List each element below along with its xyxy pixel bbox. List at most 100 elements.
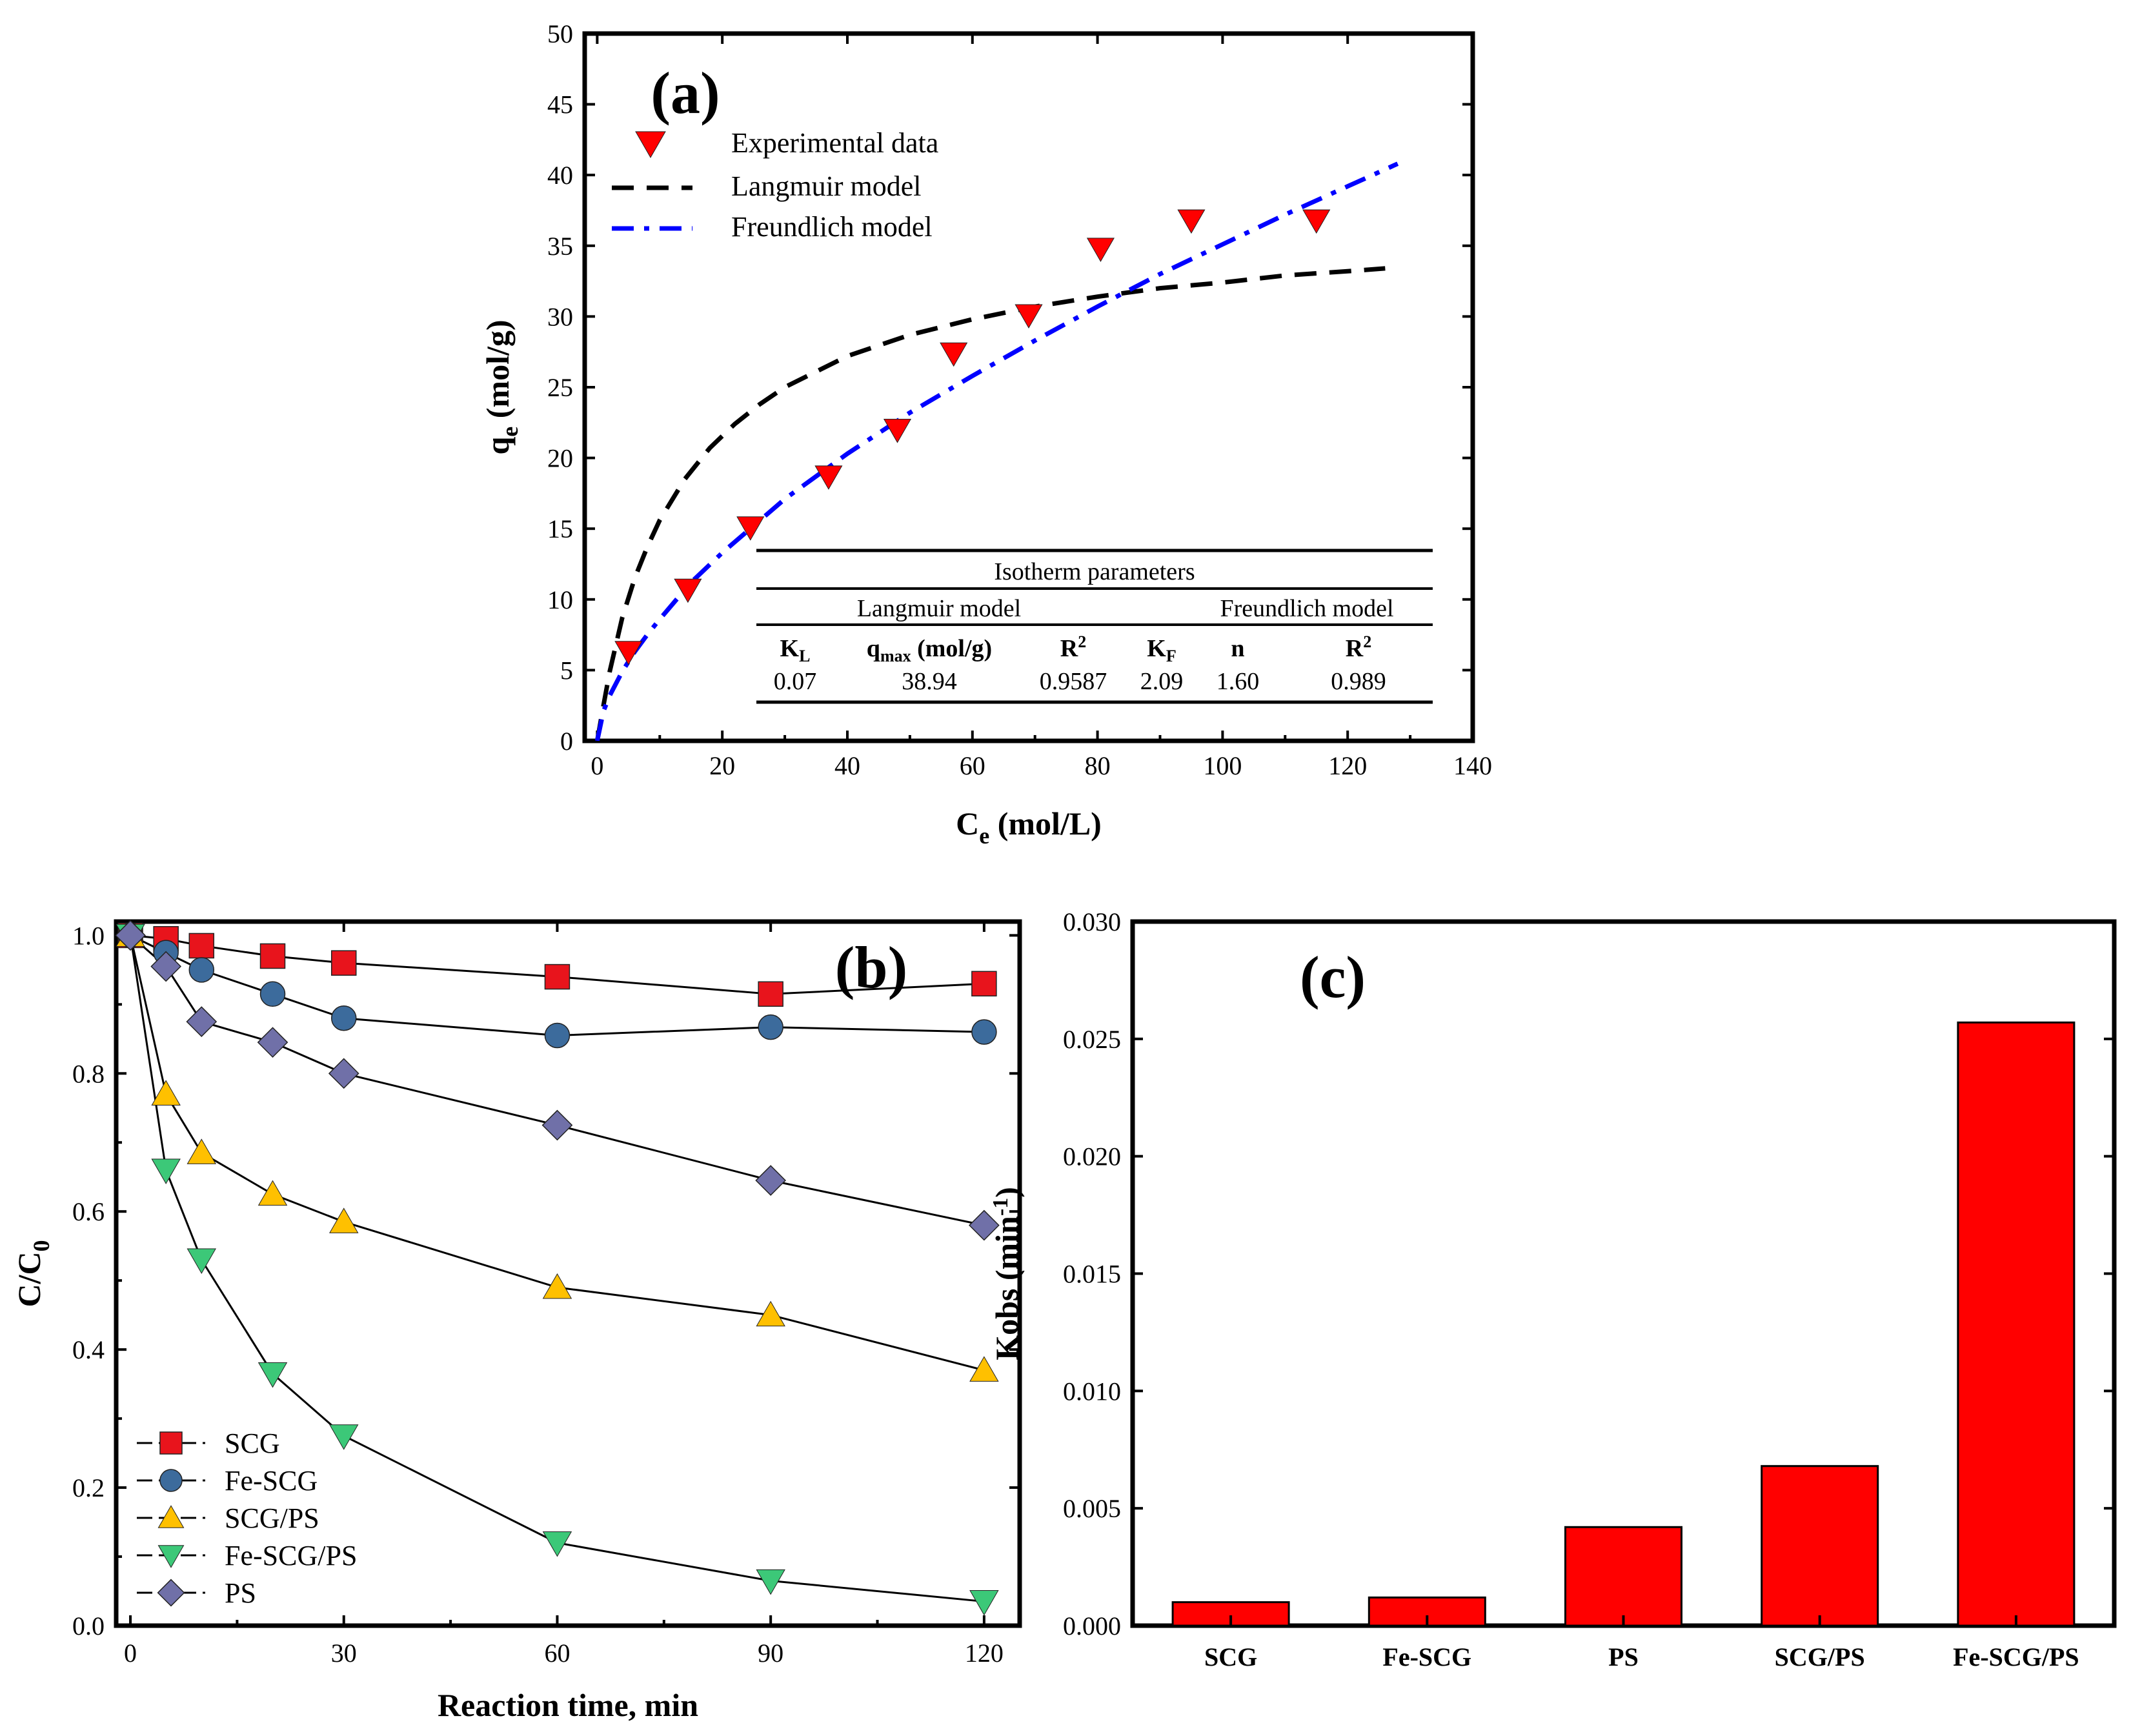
data-point-scg xyxy=(188,933,215,959)
y-tick-label-a: 5 xyxy=(560,656,573,685)
y-tick-label-b: 0.0 xyxy=(72,1611,105,1640)
x-tick-label-a: 60 xyxy=(960,751,985,780)
data-point-ps xyxy=(328,1058,359,1089)
table-header-sup: 2 xyxy=(1363,632,1371,651)
table-header-sup: 2 xyxy=(1078,632,1086,651)
experimental-data-point xyxy=(883,419,912,443)
y-axis-title-sup-c: -1 xyxy=(989,1198,1013,1216)
data-point-fe-scg xyxy=(259,981,286,1007)
table-header-main: R xyxy=(1346,635,1364,662)
y-axis-title-b: C/C0 xyxy=(11,1240,54,1307)
y-axis-title-main-c: Kobs (min xyxy=(989,1216,1025,1360)
legend-marker-ps xyxy=(157,1579,185,1607)
table-header-cell: KL xyxy=(780,635,811,665)
x-tick-label-a: 100 xyxy=(1203,751,1242,780)
data-point-fe-scg/ps xyxy=(187,1248,216,1275)
category-label-c: PS xyxy=(1608,1642,1639,1671)
y-tick-label-c: 0.030 xyxy=(1063,907,1121,936)
table-header-rest: (mol/g) xyxy=(911,635,993,662)
experimental-data-point xyxy=(814,465,843,490)
data-point-ps xyxy=(755,1165,787,1196)
x-tick-label-b: 60 xyxy=(544,1639,570,1668)
y-axis-title-group-c: Kobs (min-1) xyxy=(989,1187,1025,1360)
plot-frame-b xyxy=(114,919,1022,1628)
y-tick-label-a: 10 xyxy=(547,585,573,614)
y-axis-title-sub-b: 0 xyxy=(28,1240,54,1251)
y-axis-title-close-c: ) xyxy=(989,1187,1025,1198)
y-axis-title-main-b: C/C xyxy=(11,1251,47,1307)
y-tick-label-a: 50 xyxy=(547,19,573,48)
y-tick-label-b: 0.4 xyxy=(72,1335,105,1364)
data-point-fe-scg/ps xyxy=(151,1158,181,1184)
table-group-langmuir: Langmuir model xyxy=(857,595,1021,622)
data-point-scg xyxy=(971,971,997,997)
bar-scg-ps xyxy=(1761,1465,1879,1627)
category-label-c: SCG xyxy=(1204,1642,1257,1671)
y-tick-label-b: 0.8 xyxy=(72,1059,105,1088)
langmuir-model-line xyxy=(594,266,1386,741)
data-point-fe-scg xyxy=(971,1019,997,1045)
data-point-ps xyxy=(150,951,182,982)
table-header-cell: n xyxy=(1231,635,1244,662)
y-tick-label-b: 1.0 xyxy=(72,921,105,950)
legend-marker-fe-scg/ps xyxy=(157,1545,185,1568)
x-tick-label-a: 80 xyxy=(1085,751,1111,780)
experimental-data-point xyxy=(1177,209,1206,234)
experimental-data-point xyxy=(674,578,702,603)
bar-fe-scg-ps xyxy=(1957,1021,2075,1627)
data-point-scg xyxy=(544,964,571,990)
x-axis-title-a: Ce (mol/L) xyxy=(956,805,1102,849)
data-point-scg xyxy=(758,981,783,1007)
data-point-scg/ps xyxy=(756,1300,785,1327)
experimental-data-point xyxy=(736,516,765,541)
data-point-fe-scg/ps xyxy=(258,1362,288,1388)
data-point-fe-scg xyxy=(544,1022,571,1049)
data-point-scg xyxy=(331,950,357,976)
experimental-data-point xyxy=(940,342,968,367)
data-point-ps xyxy=(257,1027,288,1058)
table-value-cell: 0.9587 xyxy=(1040,668,1107,695)
legend-marker-experimental xyxy=(635,131,666,159)
legend-label-a: Freundlich model xyxy=(731,211,933,243)
table-value-cell: 0.07 xyxy=(774,668,817,695)
experimental-data-point xyxy=(1015,304,1043,329)
legend-marker-fe-scg xyxy=(159,1469,183,1492)
x-axis-title-unit-a: (mol/L) xyxy=(989,805,1102,842)
table-value-cell: 38.94 xyxy=(902,668,957,695)
legend-label-b: Fe-SCG xyxy=(225,1465,318,1497)
legend-label-b: Fe-SCG/PS xyxy=(225,1540,357,1571)
y-tick-label-c: 0.015 xyxy=(1063,1260,1121,1289)
table-header-sub: max xyxy=(880,647,911,665)
y-tick-label-a: 15 xyxy=(547,514,573,543)
x-tick-label-a: 0 xyxy=(591,751,603,780)
y-tick-label-a: 40 xyxy=(547,161,573,190)
table-header-cell: qmax (mol/g) xyxy=(867,635,992,665)
freundlich-model-line xyxy=(594,161,1399,741)
table-header-cell: R2 xyxy=(1060,632,1086,662)
data-point-fe-scg/ps xyxy=(329,1424,359,1450)
data-point-scg/ps xyxy=(187,1138,216,1164)
data-point-fe-scg/ps xyxy=(756,1569,785,1595)
legend-marker-scg xyxy=(159,1431,183,1455)
bar-ps xyxy=(1564,1526,1682,1627)
table-value-cell: 1.60 xyxy=(1217,668,1260,695)
data-point-scg/ps xyxy=(151,1080,181,1106)
x-tick-label-a: 120 xyxy=(1328,751,1367,780)
legend-label-a: Langmuir model xyxy=(731,170,922,202)
y-tick-label-c: 0.010 xyxy=(1063,1377,1121,1406)
panel-a-isotherm-chart: 0 20 40 60 80 100 120 140 0 5 10 15 20 25 30 35 40 45 50 Ce… xyxy=(480,19,1492,849)
x-tick-label-a: 40 xyxy=(834,751,860,780)
y-tick-label-b: 0.6 xyxy=(72,1197,105,1226)
experimental-data-point xyxy=(1086,237,1115,262)
y-tick-label-a: 35 xyxy=(547,232,573,261)
legend-label-a: Experimental data xyxy=(731,127,938,159)
x-tick-label-a: 140 xyxy=(1453,751,1492,780)
data-point-scg xyxy=(259,943,286,969)
y-axis-title-unit-a: (mol/g) xyxy=(480,319,516,426)
x-tick-label-b: 90 xyxy=(758,1639,783,1668)
panel-label-a: (a) xyxy=(651,60,720,126)
y-tick-label-a: 20 xyxy=(547,444,573,473)
table-title: Isotherm parameters xyxy=(994,558,1195,585)
data-point-fe-scg/ps xyxy=(542,1531,572,1557)
